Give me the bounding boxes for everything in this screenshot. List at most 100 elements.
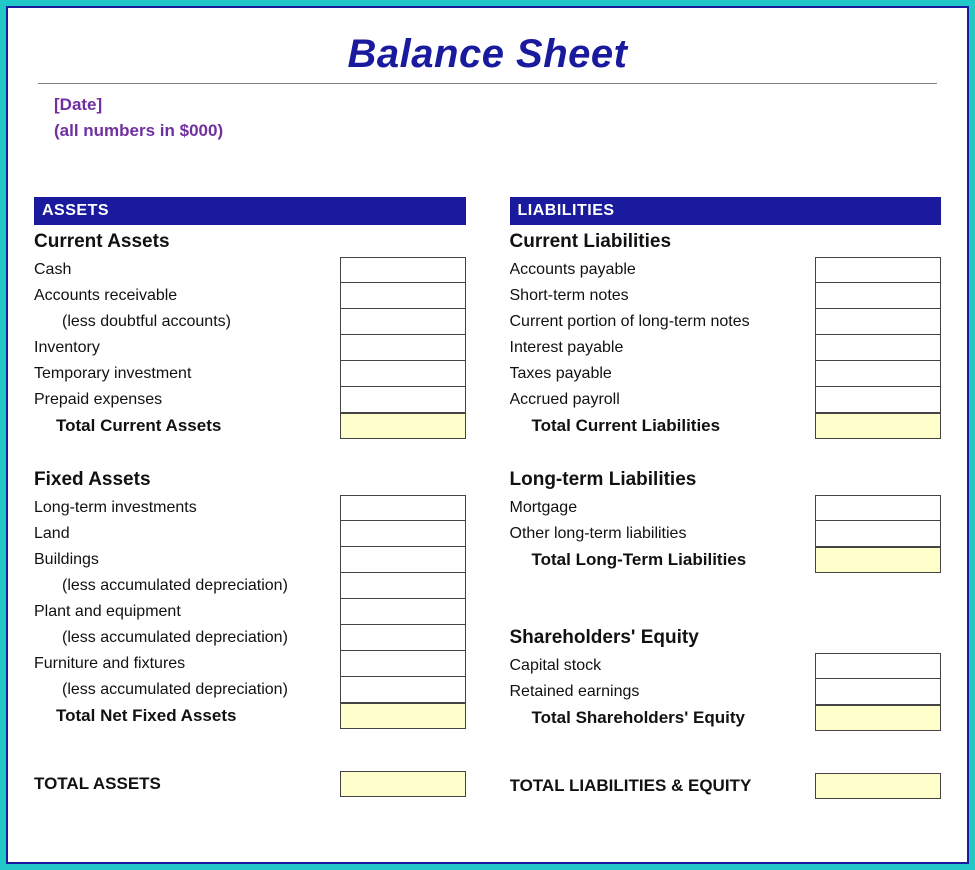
value-cell[interactable] (340, 361, 466, 387)
row-label: Inventory (34, 335, 336, 361)
meta-block: [Date] (all numbers in $000) (54, 92, 941, 143)
table-row: Accounts payable (510, 257, 942, 283)
group-fixed-assets-title: Fixed Assets (34, 469, 466, 491)
row-label: Temporary investment (34, 361, 336, 387)
row-label: Prepaid expenses (34, 387, 336, 413)
table-row: Accounts receivable (34, 283, 466, 309)
grand-total-cell (815, 773, 941, 799)
value-cell[interactable] (815, 495, 941, 521)
value-cell[interactable] (815, 257, 941, 283)
table-row: (less accumulated depreciation) (34, 677, 466, 703)
total-label: Total Current Assets (34, 413, 336, 439)
table-row: (less accumulated depreciation) (34, 625, 466, 651)
value-cell[interactable] (815, 653, 941, 679)
value-cell[interactable] (340, 677, 466, 703)
table-row: Capital stock (510, 653, 942, 679)
table-row: Plant and equipment (34, 599, 466, 625)
value-cell[interactable] (340, 309, 466, 335)
columns: ASSETS Current Assets Cash Accounts rece… (34, 197, 941, 799)
table-row: Land (34, 521, 466, 547)
row-label: (less doubtful accounts) (34, 309, 336, 335)
table-row: Taxes payable (510, 361, 942, 387)
total-cell (815, 413, 941, 439)
total-label: Total Net Fixed Assets (34, 703, 336, 729)
value-cell[interactable] (815, 309, 941, 335)
group-current-assets-title: Current Assets (34, 231, 466, 253)
total-cell (340, 413, 466, 439)
table-row: Accrued payroll (510, 387, 942, 413)
value-cell[interactable] (340, 387, 466, 413)
page: Balance Sheet [Date] (all numbers in $00… (6, 6, 969, 864)
group-current-liabilities-title: Current Liabilities (510, 231, 942, 253)
table-row: Long-term investments (34, 495, 466, 521)
total-label: Total Shareholders' Equity (510, 705, 812, 731)
table-row: Other long-term liabilities (510, 521, 942, 547)
meta-date: [Date] (54, 92, 941, 118)
value-cell[interactable] (815, 361, 941, 387)
row-label: Short-term notes (510, 283, 812, 309)
table-row: Retained earnings (510, 679, 942, 705)
group-shareholders-equity-title: Shareholders' Equity (510, 627, 942, 649)
value-cell[interactable] (340, 335, 466, 361)
row-label: Retained earnings (510, 679, 812, 705)
liabilities-column: LIABILITIES Current Liabilities Accounts… (510, 197, 942, 799)
title-divider (38, 83, 937, 84)
assets-column: ASSETS Current Assets Cash Accounts rece… (34, 197, 466, 799)
grand-total-label: TOTAL ASSETS (34, 771, 336, 797)
value-cell[interactable] (340, 283, 466, 309)
value-cell[interactable] (340, 495, 466, 521)
row-label: Buildings (34, 547, 336, 573)
value-cell[interactable] (815, 679, 941, 705)
total-row: Total Shareholders' Equity (510, 705, 942, 731)
table-row: Buildings (34, 547, 466, 573)
value-cell[interactable] (815, 387, 941, 413)
table-row: (less accumulated depreciation) (34, 573, 466, 599)
value-cell[interactable] (815, 521, 941, 547)
total-row: Total Current Liabilities (510, 413, 942, 439)
total-cell (815, 705, 941, 731)
outer-frame: Balance Sheet [Date] (all numbers in $00… (0, 0, 975, 870)
table-row: Furniture and fixtures (34, 651, 466, 677)
row-label: Taxes payable (510, 361, 812, 387)
row-label: Accounts receivable (34, 283, 336, 309)
row-label: Cash (34, 257, 336, 283)
value-cell[interactable] (340, 573, 466, 599)
assets-header: ASSETS (34, 197, 466, 225)
grand-total-row: TOTAL LIABILITIES & EQUITY (510, 773, 942, 799)
value-cell[interactable] (340, 599, 466, 625)
table-row: Short-term notes (510, 283, 942, 309)
grand-total-cell (340, 771, 466, 797)
row-label: Land (34, 521, 336, 547)
value-cell[interactable] (340, 257, 466, 283)
row-label: Accounts payable (510, 257, 812, 283)
row-label: Plant and equipment (34, 599, 336, 625)
row-label: (less accumulated depreciation) (34, 573, 336, 599)
total-cell (815, 547, 941, 573)
value-cell[interactable] (815, 283, 941, 309)
total-cell (340, 703, 466, 729)
table-row: Cash (34, 257, 466, 283)
total-label: Total Long-Term Liabilities (510, 547, 812, 573)
row-label: Current portion of long-term notes (510, 309, 812, 335)
row-label: Furniture and fixtures (34, 651, 336, 677)
row-label: Long-term investments (34, 495, 336, 521)
value-cell[interactable] (340, 547, 466, 573)
liabilities-header: LIABILITIES (510, 197, 942, 225)
row-label: (less accumulated depreciation) (34, 677, 336, 703)
table-row: Current portion of long-term notes (510, 309, 942, 335)
value-cell[interactable] (340, 521, 466, 547)
row-label: Mortgage (510, 495, 812, 521)
row-label: Capital stock (510, 653, 812, 679)
table-row: Interest payable (510, 335, 942, 361)
value-cell[interactable] (815, 335, 941, 361)
row-label: (less accumulated depreciation) (34, 625, 336, 651)
value-cell[interactable] (340, 625, 466, 651)
row-label: Accrued payroll (510, 387, 812, 413)
table-row: Prepaid expenses (34, 387, 466, 413)
total-label: Total Current Liabilities (510, 413, 812, 439)
table-row: Mortgage (510, 495, 942, 521)
total-row: Total Net Fixed Assets (34, 703, 466, 729)
page-title: Balance Sheet (34, 32, 941, 77)
value-cell[interactable] (340, 651, 466, 677)
grand-total-label: TOTAL LIABILITIES & EQUITY (510, 773, 812, 799)
